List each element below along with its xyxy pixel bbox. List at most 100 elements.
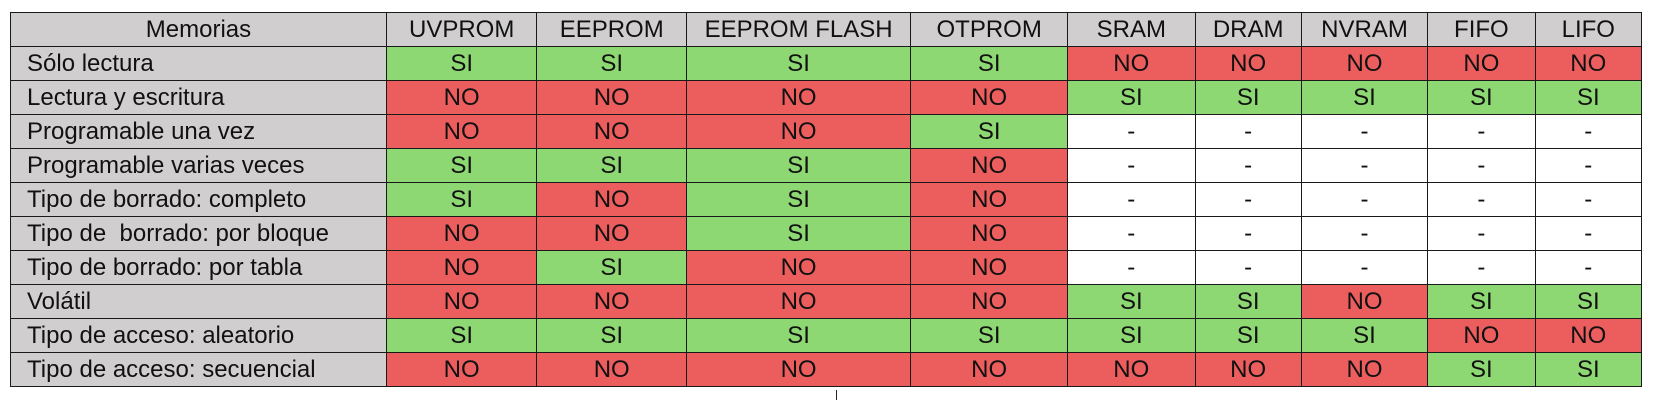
table-cell: NO bbox=[536, 216, 687, 251]
table-cell: NO bbox=[1194, 46, 1302, 81]
table-cell: NO bbox=[385, 114, 538, 149]
table-cell: - bbox=[1067, 216, 1196, 251]
table-cell: NO bbox=[1300, 352, 1429, 387]
table-cell: NO bbox=[1427, 318, 1536, 353]
table-row: Tipo de acceso: aleatorio SI SI SI SI SI SI SI N… bbox=[10, 318, 1643, 353]
table-cell: NO bbox=[910, 80, 1069, 115]
table-cell: SI bbox=[385, 46, 538, 81]
row-label: Tipo de acceso: aleatorio bbox=[10, 318, 387, 353]
header-cell-dram: DRAM bbox=[1194, 12, 1302, 47]
table-cell: - bbox=[1300, 148, 1429, 183]
page-tick-mark bbox=[836, 390, 837, 400]
table-header-row: Memorias UVPROM EEPROM EEPROM FLASH OTPROM SR… bbox=[10, 12, 1643, 47]
table-cell: NO bbox=[536, 284, 687, 319]
table-cell: SI bbox=[1067, 80, 1196, 115]
row-label: Tipo de borrado: por bloque bbox=[10, 216, 387, 251]
table-cell: SI bbox=[1194, 318, 1302, 353]
header-cell-nvram: NVRAM bbox=[1300, 12, 1429, 47]
table-row: Tipo de borrado: por bloque NO NO SI NO - - - - - bbox=[10, 216, 1643, 251]
table-cell: NO bbox=[1067, 352, 1196, 387]
table-cell: SI bbox=[685, 216, 912, 251]
table-cell: SI bbox=[1427, 352, 1536, 387]
table-cell: - bbox=[1534, 182, 1643, 217]
table-cell: NO bbox=[910, 284, 1069, 319]
table-cell: - bbox=[1067, 148, 1196, 183]
table-cell: - bbox=[1300, 216, 1429, 251]
table-row: Lectura y escritura NO NO NO NO SI SI SI SI SI bbox=[10, 80, 1643, 115]
table-cell: NO bbox=[685, 352, 912, 387]
table-cell: SI bbox=[1427, 284, 1536, 319]
row-label: Volátil bbox=[10, 284, 387, 319]
table-cell: - bbox=[1427, 250, 1536, 285]
table-cell: SI bbox=[1194, 80, 1302, 115]
table-cell: NO bbox=[910, 216, 1069, 251]
table-cell: - bbox=[1067, 250, 1196, 285]
table-cell: - bbox=[1194, 182, 1302, 217]
table-cell: NO bbox=[385, 216, 538, 251]
table-cell: NO bbox=[536, 80, 687, 115]
table-cell: NO bbox=[1534, 318, 1643, 353]
table-cell: SI bbox=[685, 148, 912, 183]
header-cell-eeprom: EEPROM bbox=[536, 12, 687, 47]
table-cell: NO bbox=[1300, 284, 1429, 319]
table-cell: SI bbox=[1534, 352, 1643, 387]
table-cell: NO bbox=[910, 148, 1069, 183]
table-cell: - bbox=[1534, 216, 1643, 251]
table-cell: SI bbox=[536, 318, 687, 353]
table-body: Memorias UVPROM EEPROM EEPROM FLASH OTPROM SR… bbox=[10, 12, 1643, 387]
table-cell: NO bbox=[910, 352, 1069, 387]
table-cell: NO bbox=[1067, 46, 1196, 81]
table-row: Programable varias veces SI SI SI NO - - - - - bbox=[10, 148, 1643, 183]
table-cell: - bbox=[1300, 114, 1429, 149]
table-cell: - bbox=[1194, 250, 1302, 285]
table-cell: NO bbox=[385, 352, 538, 387]
table-row: Tipo de acceso: secuencial NO NO NO NO NO NO NO… bbox=[10, 352, 1643, 387]
table-cell: NO bbox=[1534, 46, 1643, 81]
memory-comparison-table: Memorias UVPROM EEPROM EEPROM FLASH OTPROM SR… bbox=[10, 12, 1643, 387]
table-cell: - bbox=[1427, 148, 1536, 183]
row-label: Tipo de acceso: secuencial bbox=[10, 352, 387, 387]
table-row: Volátil NO NO NO NO SI SI NO SI SI bbox=[10, 284, 1643, 319]
header-cell-memorias: Memorias bbox=[10, 12, 387, 47]
table-cell: SI bbox=[1427, 80, 1536, 115]
table-row: Tipo de borrado: por tabla NO SI NO NO - - - - - bbox=[10, 250, 1643, 285]
table-cell: - bbox=[1427, 114, 1536, 149]
table-cell: NO bbox=[685, 250, 912, 285]
table-cell: NO bbox=[1427, 46, 1536, 81]
table-cell: SI bbox=[1300, 80, 1429, 115]
header-cell-lifo: LIFO bbox=[1534, 12, 1643, 47]
row-label: Tipo de borrado: completo bbox=[10, 182, 387, 217]
table-cell: SI bbox=[536, 46, 687, 81]
table-cell: SI bbox=[1194, 284, 1302, 319]
row-label: Sólo lectura bbox=[10, 46, 387, 81]
table-cell: SI bbox=[910, 46, 1069, 81]
table-cell: - bbox=[1194, 114, 1302, 149]
table-cell: NO bbox=[685, 80, 912, 115]
header-cell-fifo: FIFO bbox=[1427, 12, 1536, 47]
table-cell: NO bbox=[910, 182, 1069, 217]
row-label: Lectura y escritura bbox=[10, 80, 387, 115]
table-cell: NO bbox=[385, 80, 538, 115]
table-cell: - bbox=[1427, 182, 1536, 217]
table-cell: NO bbox=[910, 250, 1069, 285]
table-cell: - bbox=[1194, 216, 1302, 251]
header-cell-uvprom: UVPROM bbox=[385, 12, 538, 47]
table-cell: SI bbox=[1534, 284, 1643, 319]
table-cell: - bbox=[1067, 182, 1196, 217]
table-cell: SI bbox=[385, 182, 538, 217]
table-cell: - bbox=[1534, 148, 1643, 183]
table-cell: - bbox=[1300, 182, 1429, 217]
table-cell: NO bbox=[536, 352, 687, 387]
table-row: Programable una vez NO NO NO SI - - - - - bbox=[10, 114, 1643, 149]
table-cell: NO bbox=[685, 114, 912, 149]
table-cell: SI bbox=[1067, 284, 1196, 319]
table-cell: SI bbox=[685, 46, 912, 81]
table-cell: - bbox=[1534, 250, 1643, 285]
table-cell: SI bbox=[910, 114, 1069, 149]
table-cell: NO bbox=[1300, 46, 1429, 81]
table-cell: NO bbox=[385, 284, 538, 319]
table-cell: NO bbox=[1194, 352, 1302, 387]
table-cell: SI bbox=[385, 318, 538, 353]
table-cell: SI bbox=[1534, 80, 1643, 115]
header-cell-eeprom-flash: EEPROM FLASH bbox=[685, 12, 912, 47]
